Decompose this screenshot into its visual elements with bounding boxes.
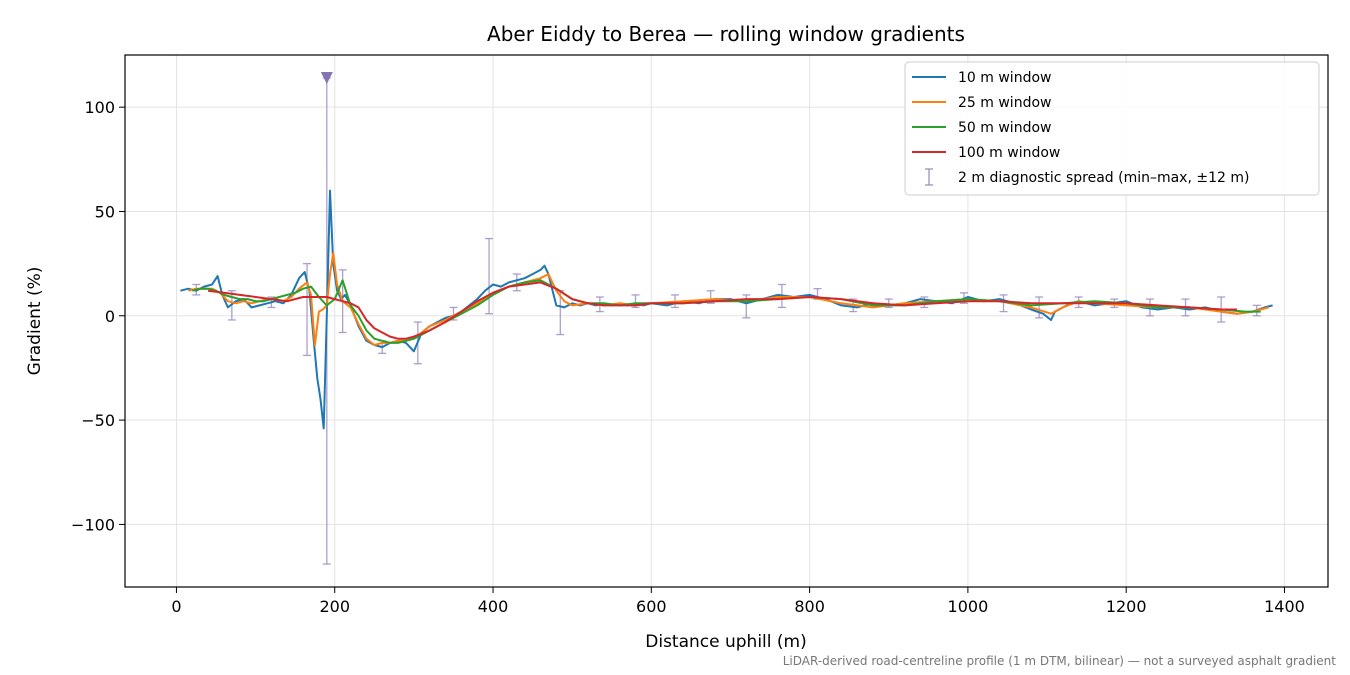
- legend-label: 100 m window: [958, 145, 1060, 161]
- x-tick-label: 0: [171, 597, 181, 616]
- x-tick-label: 1200: [1106, 597, 1147, 616]
- y-tick-label: 100: [84, 98, 115, 117]
- series-line-100-m-window: [207, 281, 1237, 340]
- y-tick-label: −50: [81, 411, 115, 430]
- y-tick-label: 50: [95, 202, 115, 221]
- legend-label: 25 m window: [958, 95, 1051, 111]
- series-line-25-m-window: [188, 252, 1269, 346]
- y-axis-label: Gradient (%): [25, 267, 45, 376]
- x-tick-label: 800: [794, 597, 825, 616]
- clipped-marker-triangle: [320, 71, 333, 84]
- footnote: LiDAR-derived road-centreline profile (1…: [783, 654, 1337, 668]
- x-tick-label: 400: [478, 597, 509, 616]
- series-lines: [180, 189, 1273, 430]
- plot-frame: [124, 54, 1329, 588]
- x-tick-label: 1400: [1264, 597, 1305, 616]
- x-tick-label: 600: [636, 597, 667, 616]
- series-line-50-m-window: [192, 279, 1261, 344]
- y-tick-label: 0: [105, 307, 115, 326]
- chart-title: Aber Eiddy to Berea — rolling window gra…: [487, 22, 965, 46]
- axis-ticks: 0 200 400 600 800 1000 1200 1400 −100 −50 0 50 100: [71, 98, 1305, 616]
- legend: 10 m window 25 m window 50 m window 100 m w…: [904, 61, 1320, 196]
- legend-label: 50 m window: [958, 120, 1051, 136]
- legend-label: 2 m diagnostic spread (min–max, ±12 m): [958, 170, 1249, 186]
- legend-box: [904, 61, 1320, 196]
- x-axis-label: Distance uphill (m): [645, 632, 806, 652]
- x-tick-label: 200: [319, 597, 350, 616]
- y-tick-label: −100: [71, 515, 115, 534]
- x-tick-label: 1000: [948, 597, 989, 616]
- legend-label: 10 m window: [958, 70, 1051, 86]
- series-line-10-m-window: [180, 189, 1273, 430]
